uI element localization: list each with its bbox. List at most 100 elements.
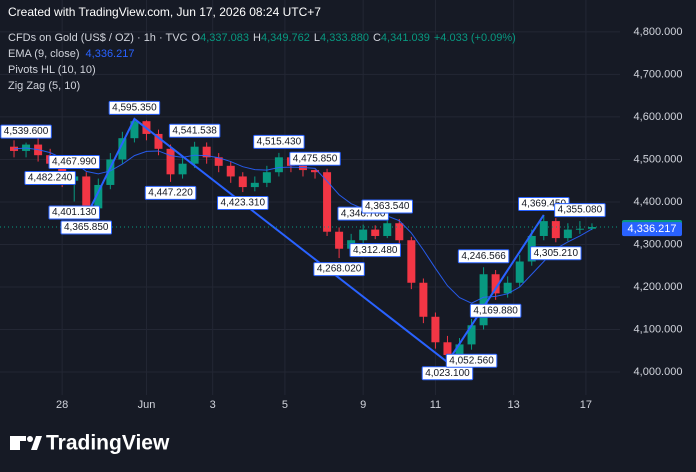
x-tick-label: Jun	[138, 399, 156, 411]
pivot-label: 4,169.880	[473, 305, 518, 316]
indicator: Pivots HL (10, 10)	[8, 64, 96, 76]
candle-body	[443, 342, 452, 356]
candle-body	[250, 182, 259, 188]
indicator: EMA (9, close) 4,336.217	[8, 48, 134, 60]
y-tick-label: 4,300.000	[634, 238, 683, 250]
candle-body	[407, 240, 416, 283]
candle-body	[515, 261, 524, 283]
legend-symbol: CFDs on Gold (US$ / OZ) · 1h · TVC O4,337…	[8, 32, 516, 44]
candle-body	[467, 325, 476, 345]
pivot-label: 4,447.220	[148, 188, 193, 199]
candle-body	[383, 223, 392, 236]
pivot-label: 4,363.540	[365, 201, 410, 212]
ohlc-value: 4,333.880	[320, 32, 369, 44]
pivot-box	[108, 100, 161, 115]
y-tick-label: 4,400.000	[634, 196, 683, 208]
candle-body	[431, 316, 440, 343]
candle-body	[226, 165, 235, 177]
candle-body	[214, 157, 223, 166]
pivot-label: 4,475.850	[293, 153, 338, 164]
indicator-value: 4,336.217	[86, 48, 135, 60]
candle-body	[311, 170, 320, 173]
pivot-box	[289, 151, 341, 166]
pivot-box	[60, 220, 113, 235]
x-tick-label: 11	[430, 399, 441, 411]
change: +4.033 (+0.09%)	[434, 32, 516, 44]
header-text: Created with TradingView.com, Jun 17, 20…	[8, 5, 321, 19]
candle-body	[238, 176, 247, 188]
ohlc-key: H	[253, 32, 261, 44]
candle-body	[323, 172, 332, 232]
candle-body	[551, 221, 560, 239]
indicator-name: Zig Zag (5, 10)	[8, 80, 80, 92]
candle-body	[371, 229, 380, 236]
candle-body	[262, 172, 271, 183]
candle-body	[539, 221, 548, 236]
candle-body	[491, 274, 500, 294]
indicator: Zig Zag (5, 10)	[8, 80, 80, 92]
x-tick-label: 5	[282, 399, 288, 411]
ohlc-value: 4,349.762	[261, 32, 310, 44]
candle-body	[455, 344, 464, 356]
candle-body	[563, 229, 572, 239]
candle-body	[82, 176, 91, 209]
candle-body	[503, 282, 512, 294]
pivot-box	[469, 303, 522, 318]
pivot-box	[530, 246, 582, 261]
pivot-box	[48, 205, 100, 220]
pivot-label: 4,312.480	[353, 245, 398, 256]
indicator-name: Pivots HL (10, 10)	[8, 64, 96, 76]
pivot-label: 4,052.560	[449, 355, 494, 366]
y-tick-label: 4,200.000	[634, 281, 683, 293]
pivot-label: 4,423.310	[221, 198, 266, 209]
ema-price-label-box	[622, 222, 682, 237]
y-tick-label: 4,100.000	[634, 323, 683, 335]
pivot-box	[168, 123, 221, 138]
ohlc-value: 4,337.083	[200, 32, 249, 44]
pivot-box	[48, 155, 100, 170]
pivot-box	[217, 196, 269, 211]
logo-icon	[10, 436, 20, 450]
pivot-label: 4,369.450	[522, 199, 567, 210]
candle-body	[479, 274, 488, 326]
legend: CFDs on Gold (US$ / OZ) · 1h · TVC O4,337…	[8, 32, 516, 92]
x-tick-label: 9	[360, 399, 366, 411]
candle-body	[395, 223, 404, 241]
pivot-box	[457, 249, 510, 264]
pivot-label: 4,539.600	[4, 126, 49, 137]
pivot-label: 4,246.566	[461, 251, 506, 262]
candle-body	[178, 163, 187, 175]
pivot-box	[313, 262, 365, 277]
indicator-name: EMA (9, close)	[8, 48, 80, 60]
logo-text: TradingView	[46, 432, 170, 455]
pivot-label: 4,355.080	[558, 205, 603, 216]
pivot-label: 4,305.210	[534, 248, 579, 259]
pivot-box	[361, 199, 414, 214]
pivot-box	[445, 353, 498, 368]
pivot-label: 4,346.700	[341, 208, 386, 219]
candle-body	[118, 138, 127, 160]
pivot-box	[349, 243, 401, 258]
pivot-label: 4,268.020	[317, 264, 362, 275]
pivot-box	[24, 170, 76, 185]
ema-price-label: 4,336.217	[628, 223, 677, 235]
y-tick-label: 4,500.000	[634, 153, 683, 165]
pivot-box	[144, 185, 197, 200]
candle-body	[274, 157, 283, 173]
ema-line	[13, 147, 593, 304]
candle-body	[335, 231, 344, 249]
pivot-label: 4,365.850	[64, 222, 109, 233]
logo-icon	[31, 436, 42, 450]
y-tick-label: 4,700.000	[634, 68, 683, 80]
candle-body	[587, 227, 596, 229]
candle-body	[575, 228, 584, 230]
y-tick-label: 4,000.000	[634, 366, 683, 378]
candle-body	[359, 229, 368, 241]
symbol-name: CFDs on Gold (US$ / OZ) · 1h · TVC	[8, 32, 188, 44]
x-tick-label: 28	[56, 399, 68, 411]
y-tick-label: 4,800.000	[634, 26, 683, 38]
footer-logo: TradingView	[10, 432, 170, 455]
pivot-label: 4,541.538	[172, 125, 217, 136]
pivot-label: 4,595.350	[112, 103, 157, 114]
